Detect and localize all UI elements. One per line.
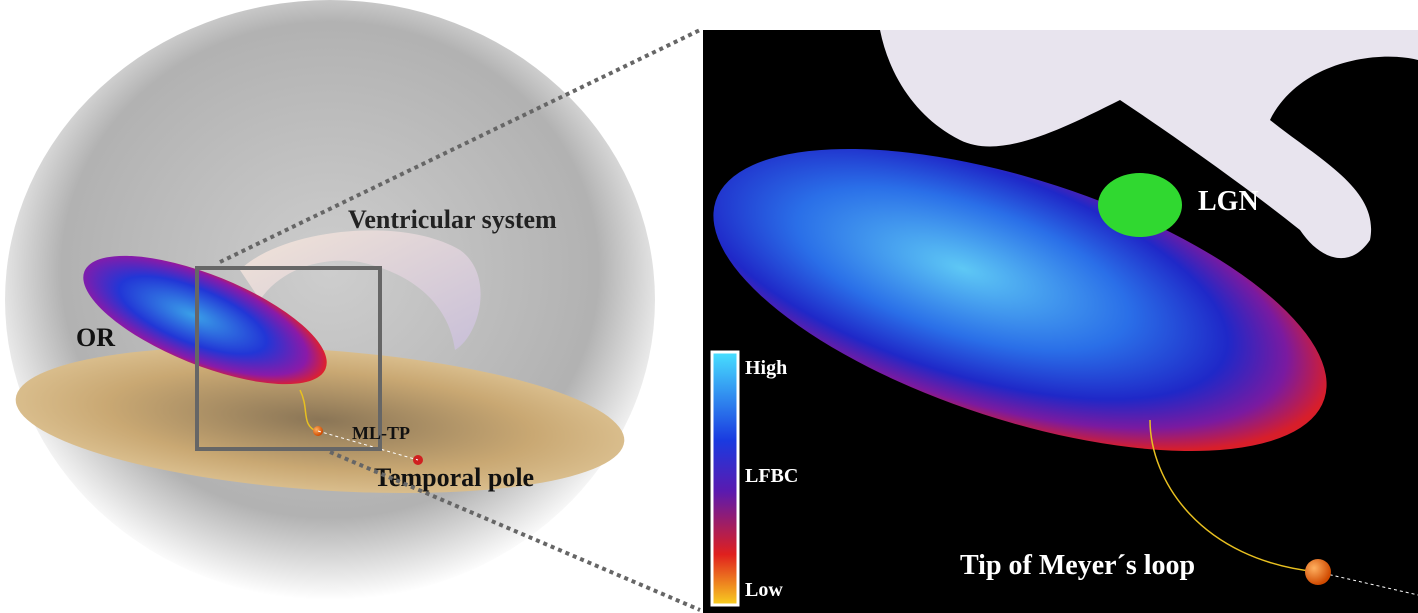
label: Tip of Meyer´s loop bbox=[960, 550, 1195, 581]
label: LGN bbox=[1198, 186, 1259, 217]
left-panel: Ventricular system OR ML-TP Temporal pol… bbox=[5, 0, 655, 600]
lgn-surface bbox=[1098, 173, 1182, 237]
figure: Ventricular system OR ML-TP Temporal pol… bbox=[0, 0, 1418, 613]
label: OR bbox=[76, 323, 115, 352]
colorbar-label: High bbox=[745, 357, 787, 379]
colorbar-label: Low bbox=[745, 579, 783, 601]
right-panel: High LFBC Low LGN Tip of Meyer´s loop bbox=[679, 30, 1418, 613]
label: Temporal pole bbox=[374, 463, 534, 492]
label: Ventricular system bbox=[348, 205, 557, 234]
colorbar-label: LFBC bbox=[745, 465, 798, 487]
label: ML-TP bbox=[352, 423, 410, 443]
colorbar bbox=[712, 352, 738, 605]
meyer-tip-marker bbox=[1305, 559, 1331, 585]
